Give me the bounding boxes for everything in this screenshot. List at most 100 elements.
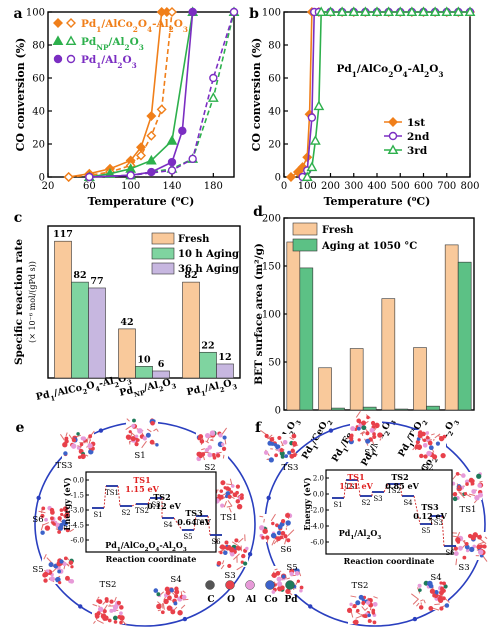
state-label: S3 (373, 495, 382, 503)
y-tick-label: 50 (268, 358, 281, 369)
bar-value-label: 12 (218, 352, 231, 363)
barrier-value: 0.64 eV (177, 517, 211, 527)
state-label: TS3 (56, 461, 73, 471)
data-point (325, 6, 336, 17)
state-label: TS2 (100, 580, 117, 590)
structure-S2 (196, 427, 228, 462)
structure-S3 (214, 534, 249, 571)
state-label: S6 (280, 545, 291, 555)
atom-swatch (285, 580, 295, 590)
state-label: S5 (286, 563, 297, 573)
atom-swatch (225, 580, 235, 590)
panel-e: TS3 S1 S2 TS1 S3 S4 TS2 S5 S6 0.0 -1.5 -3.0 -4.5 -6.0… (16, 418, 256, 627)
data-point (146, 110, 157, 121)
state-label: S2 (361, 499, 370, 507)
y-axis-label: BET surface area (m²/g) (253, 243, 265, 385)
energy-connector (103, 485, 107, 509)
energy-connector (207, 515, 211, 536)
data-point (85, 172, 94, 182)
barrier-label: TS3 (421, 502, 439, 512)
y-axis-label: Energy (eV) (62, 477, 72, 530)
structure-TS1 (451, 472, 484, 504)
y-axis-label: CO conversion (%) (14, 38, 27, 152)
state-label: S5 (183, 533, 192, 541)
y-tick-label: 40 (32, 107, 45, 118)
state-label: S4 (163, 521, 173, 529)
bar-value-label: 6 (158, 359, 165, 370)
y-axis-label: CO conversion (%) (250, 38, 263, 152)
state-label: TS1 (221, 513, 238, 523)
state-label: S3 (224, 571, 235, 581)
y-tick-label: 80 (32, 41, 45, 52)
panel-letter: e (16, 420, 25, 436)
legend-marker (52, 35, 64, 46)
state-label: TS3 (195, 519, 209, 527)
bar (331, 407, 345, 411)
structure-S2 (412, 429, 447, 460)
legend-label: 36 h Aging (178, 264, 239, 275)
data-point (178, 126, 187, 136)
legend-b: Pd1/AlCo2O4-Al2O3 1st 2nd 3rd (336, 63, 443, 157)
state-label: TS2 (135, 507, 149, 515)
x-tick-label: 140 (162, 181, 181, 192)
legend-marker (65, 35, 77, 46)
atom-swatch (245, 580, 255, 590)
energy-connector (383, 483, 389, 493)
data-point (166, 135, 178, 145)
state-label: S3 (458, 563, 469, 573)
barrier-value: 1.21 eV (339, 481, 373, 491)
energy-connector (441, 515, 445, 547)
legend-label: 1st (407, 117, 425, 129)
x-tick-label: 0 (281, 181, 287, 192)
atom-label: Pd (284, 595, 298, 605)
cycle-arrow (412, 616, 418, 622)
barrier-value: 0.12 eV (147, 501, 181, 511)
data-point (167, 157, 177, 167)
cycle-arrow (308, 604, 313, 609)
x-tick-label: 700 (437, 181, 456, 192)
atom-label: C (207, 595, 214, 605)
data-point (406, 6, 418, 17)
x-tick-label: 300 (344, 181, 363, 192)
data-point (418, 6, 429, 17)
legend-swatch (151, 247, 175, 260)
energy-connector (173, 517, 183, 531)
structure-S1 (346, 410, 383, 446)
state-label: S1 (333, 501, 342, 509)
structure-S1 (125, 418, 159, 449)
data-point (371, 6, 383, 17)
y-tick-label: 60 (268, 74, 281, 85)
x-tick-label: 200 (321, 181, 340, 192)
data-point (207, 92, 219, 102)
y-tick-label: -6.0 (71, 537, 85, 545)
cycle-arrow (182, 616, 188, 622)
legend-marker (53, 54, 63, 64)
panel-letter: b (249, 6, 259, 22)
legend-marker (387, 144, 399, 155)
data-point (188, 154, 197, 164)
atom-label: Al (245, 595, 257, 605)
cycle-arrow (98, 428, 104, 433)
cycle-arrow (78, 604, 83, 609)
state-label: S3 (151, 501, 160, 509)
inset-caption: Pd1/Al2O3 (339, 528, 382, 541)
atom-label: Co (264, 595, 277, 605)
legend-label: Fresh (178, 234, 210, 245)
structure-S5 (42, 554, 75, 585)
bar (299, 267, 314, 411)
data-point (359, 6, 371, 17)
legend-label: 10 h Aging (178, 249, 239, 260)
structure-TS3 (59, 430, 96, 460)
y-axis-label: Specific reaction rate (13, 239, 25, 365)
bar (216, 363, 234, 379)
data-point (104, 168, 116, 178)
panel-f: TS3S1S2TS1S3S4TS2S5S62.00.0-2.0-4.0-6.0E… (255, 410, 488, 627)
structure-TS3 (260, 429, 299, 463)
bar-value-label: 42 (120, 317, 133, 328)
series-line (290, 11, 470, 178)
bar-value-label: 22 (201, 340, 214, 351)
legend-a: Pd1/AlCo2O4-Al2O3 PdNP/Al2O3 Pd1/Al2O3 (52, 18, 188, 70)
barrier-value: 1.15 eV (125, 484, 159, 494)
y-tick-label: 0 (275, 173, 281, 184)
